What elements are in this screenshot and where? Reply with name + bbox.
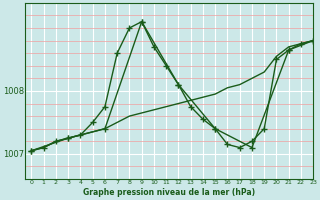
X-axis label: Graphe pression niveau de la mer (hPa): Graphe pression niveau de la mer (hPa) bbox=[83, 188, 255, 197]
